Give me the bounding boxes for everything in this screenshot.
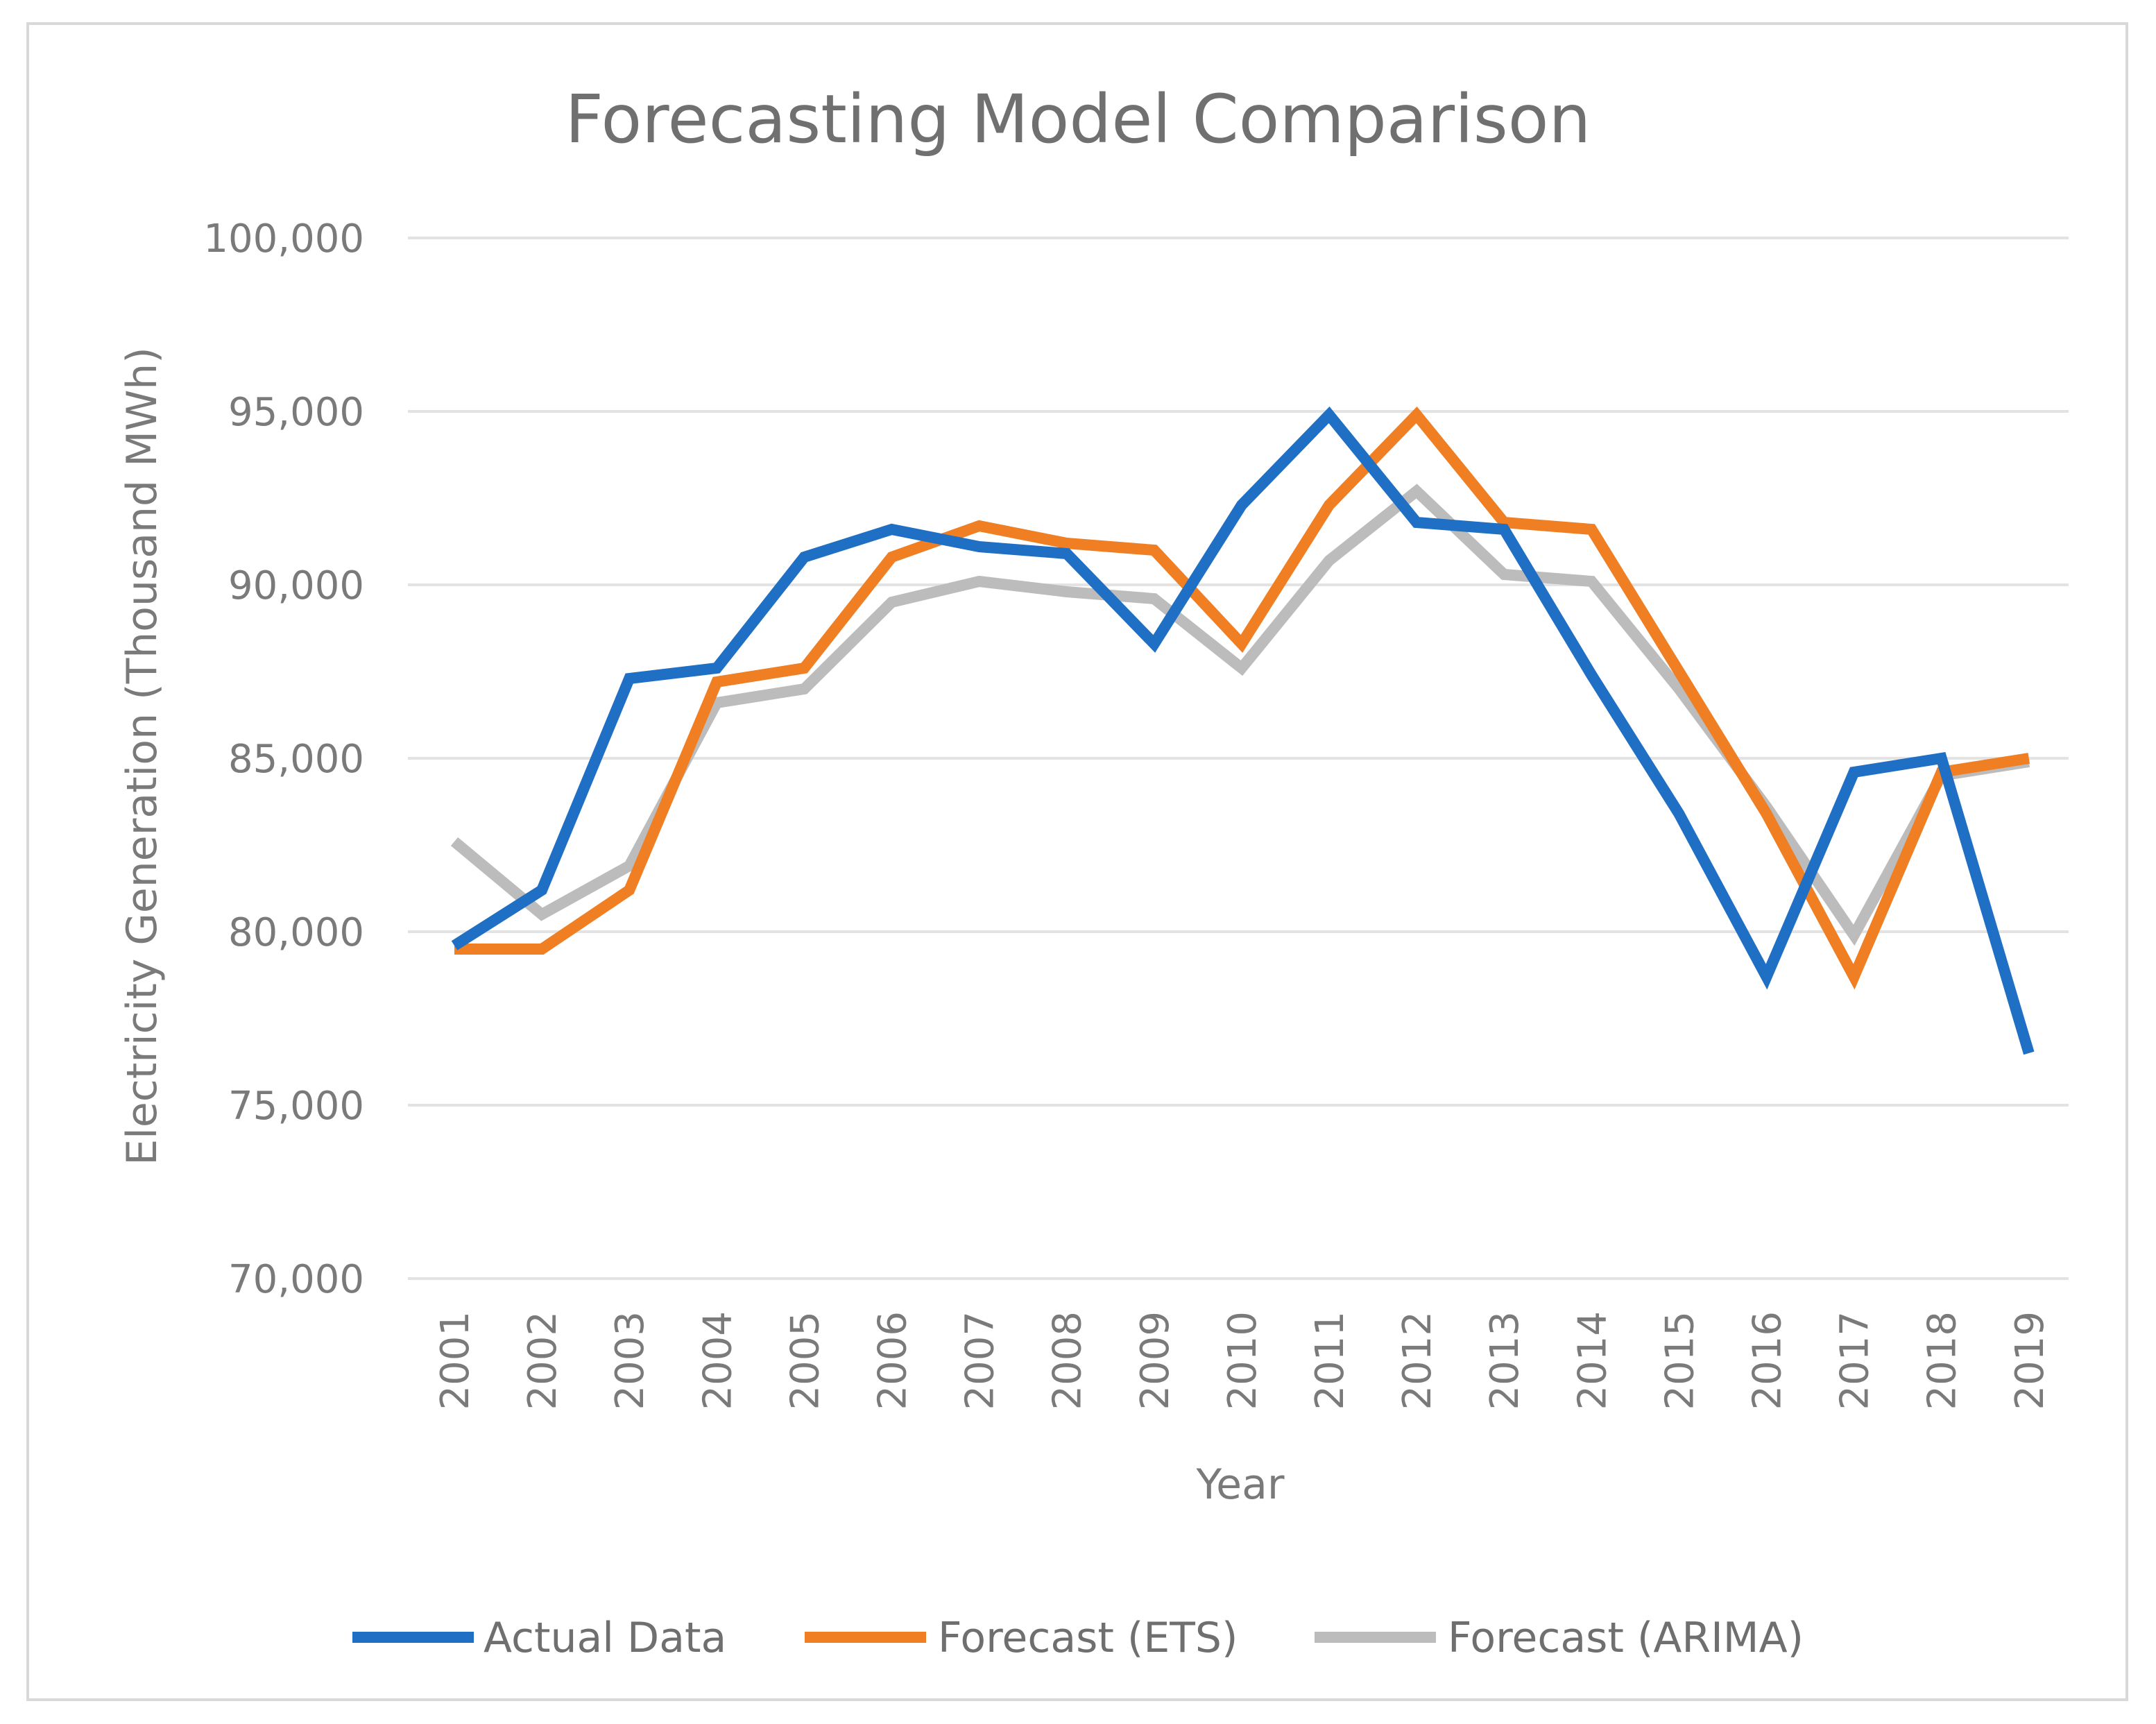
data-point (1411, 486, 1422, 497)
data-point (1061, 586, 1072, 597)
data-point (2024, 753, 2035, 764)
x-tick-label: 2007 (958, 1311, 1003, 1410)
data-point (1324, 555, 1335, 566)
series-actual-data (449, 406, 2035, 1059)
x-tick-label: 2001 (433, 1311, 478, 1410)
data-point (1849, 767, 1860, 778)
data-point (711, 676, 722, 688)
x-tick-label: 2014 (1570, 1311, 1615, 1410)
legend-label: Actual Data (484, 1614, 726, 1662)
legend-label: Forecast (ETS) (938, 1614, 1238, 1662)
data-point (1936, 753, 1947, 764)
data-point (1236, 500, 1247, 511)
y-axis-tick-labels: 70,000 75,000 80,000 85,000 90,000 95,000 100,… (203, 216, 364, 1302)
chart-title: Forecasting Model Comparison (565, 80, 1591, 158)
data-point (1586, 669, 1597, 681)
x-tick-label: 2002 (520, 1311, 565, 1410)
data-point (711, 663, 722, 674)
data-point (1761, 971, 1772, 982)
gridlines (408, 237, 2069, 1280)
data-point (1411, 517, 1422, 528)
data-point (624, 885, 635, 896)
data-point (974, 520, 985, 531)
x-tick-label: 2010 (1220, 1311, 1265, 1410)
data-point (1061, 538, 1072, 549)
x-tick-label: 2019 (2008, 1311, 2053, 1410)
x-axis-tick-labels: 2001 2002 2003 2004 2005 2006 2007 2008 2009 2010… (433, 1311, 2053, 1410)
x-tick-label: 2004 (695, 1311, 740, 1410)
chart-area (26, 22, 2128, 1701)
y-axis-title: Electricity Generation (Thousand MWh) (118, 347, 166, 1165)
data-point (798, 552, 810, 563)
y-tick-label: 95,000 (228, 390, 364, 435)
legend-label: Forecast (ARIMA) (1448, 1614, 1804, 1662)
x-tick-label: 2015 (1657, 1311, 1702, 1410)
data-point (536, 885, 547, 896)
data-point (536, 909, 547, 920)
data-point (1149, 593, 1160, 604)
legend-item: Actual Data (352, 1614, 726, 1662)
data-point (449, 836, 460, 847)
data-point (887, 552, 898, 563)
data-point (1061, 548, 1072, 559)
data-point (798, 683, 810, 694)
series-line (451, 406, 2035, 1055)
series-lines (449, 406, 2035, 1059)
data-point (974, 541, 985, 552)
series-forecast-ets (454, 406, 2035, 990)
x-tick-label: 2012 (1395, 1311, 1440, 1410)
data-point (1761, 808, 1772, 819)
data-point (1236, 663, 1247, 674)
series-line (454, 406, 2030, 990)
x-tick-label: 2017 (1833, 1311, 1878, 1410)
data-point (624, 673, 635, 684)
legend-item: Forecast (ARIMA) (1315, 1614, 1804, 1662)
legend-item: Forecast (ETS) (805, 1614, 1238, 1662)
data-point (1149, 638, 1160, 649)
data-point (536, 944, 547, 955)
data-point (1849, 930, 1860, 941)
data-point (798, 663, 810, 674)
y-tick-label: 70,000 (228, 1257, 364, 1302)
x-tick-label: 2009 (1133, 1311, 1178, 1410)
x-tick-label: 2008 (1045, 1311, 1090, 1410)
data-point (1324, 500, 1335, 511)
data-point (1586, 576, 1597, 587)
y-tick-label: 75,000 (228, 1084, 364, 1129)
x-tick-label: 2013 (1482, 1311, 1528, 1410)
x-tick-label: 2018 (1920, 1311, 1965, 1410)
legend: Actual Data Forecast (ETS) Forecast (ARIMA… (352, 1614, 1804, 1662)
x-tick-label: 2011 (1308, 1311, 1353, 1410)
data-point (1324, 409, 1335, 420)
y-tick-label: 85,000 (228, 737, 364, 782)
data-point (1149, 545, 1160, 556)
data-point (2024, 1048, 2035, 1059)
y-tick-label: 100,000 (203, 216, 364, 262)
data-point (1586, 524, 1597, 535)
data-point (1411, 409, 1422, 420)
data-point (1849, 971, 1860, 982)
x-tick-label: 2006 (871, 1311, 916, 1410)
x-tick-label: 2003 (608, 1311, 653, 1410)
data-point (974, 576, 985, 587)
data-point (1498, 524, 1509, 535)
y-tick-label: 80,000 (228, 910, 364, 955)
data-point (449, 940, 460, 951)
x-tick-label: 2016 (1745, 1311, 1790, 1410)
data-point (1236, 638, 1247, 649)
data-point (887, 524, 898, 535)
data-point (887, 597, 898, 608)
x-axis-title: Year (1195, 1460, 1284, 1509)
data-point (1498, 569, 1509, 580)
data-point (1673, 666, 1684, 677)
data-point (1673, 808, 1684, 819)
x-tick-label: 2005 (782, 1311, 828, 1410)
y-tick-label: 90,000 (228, 563, 364, 608)
